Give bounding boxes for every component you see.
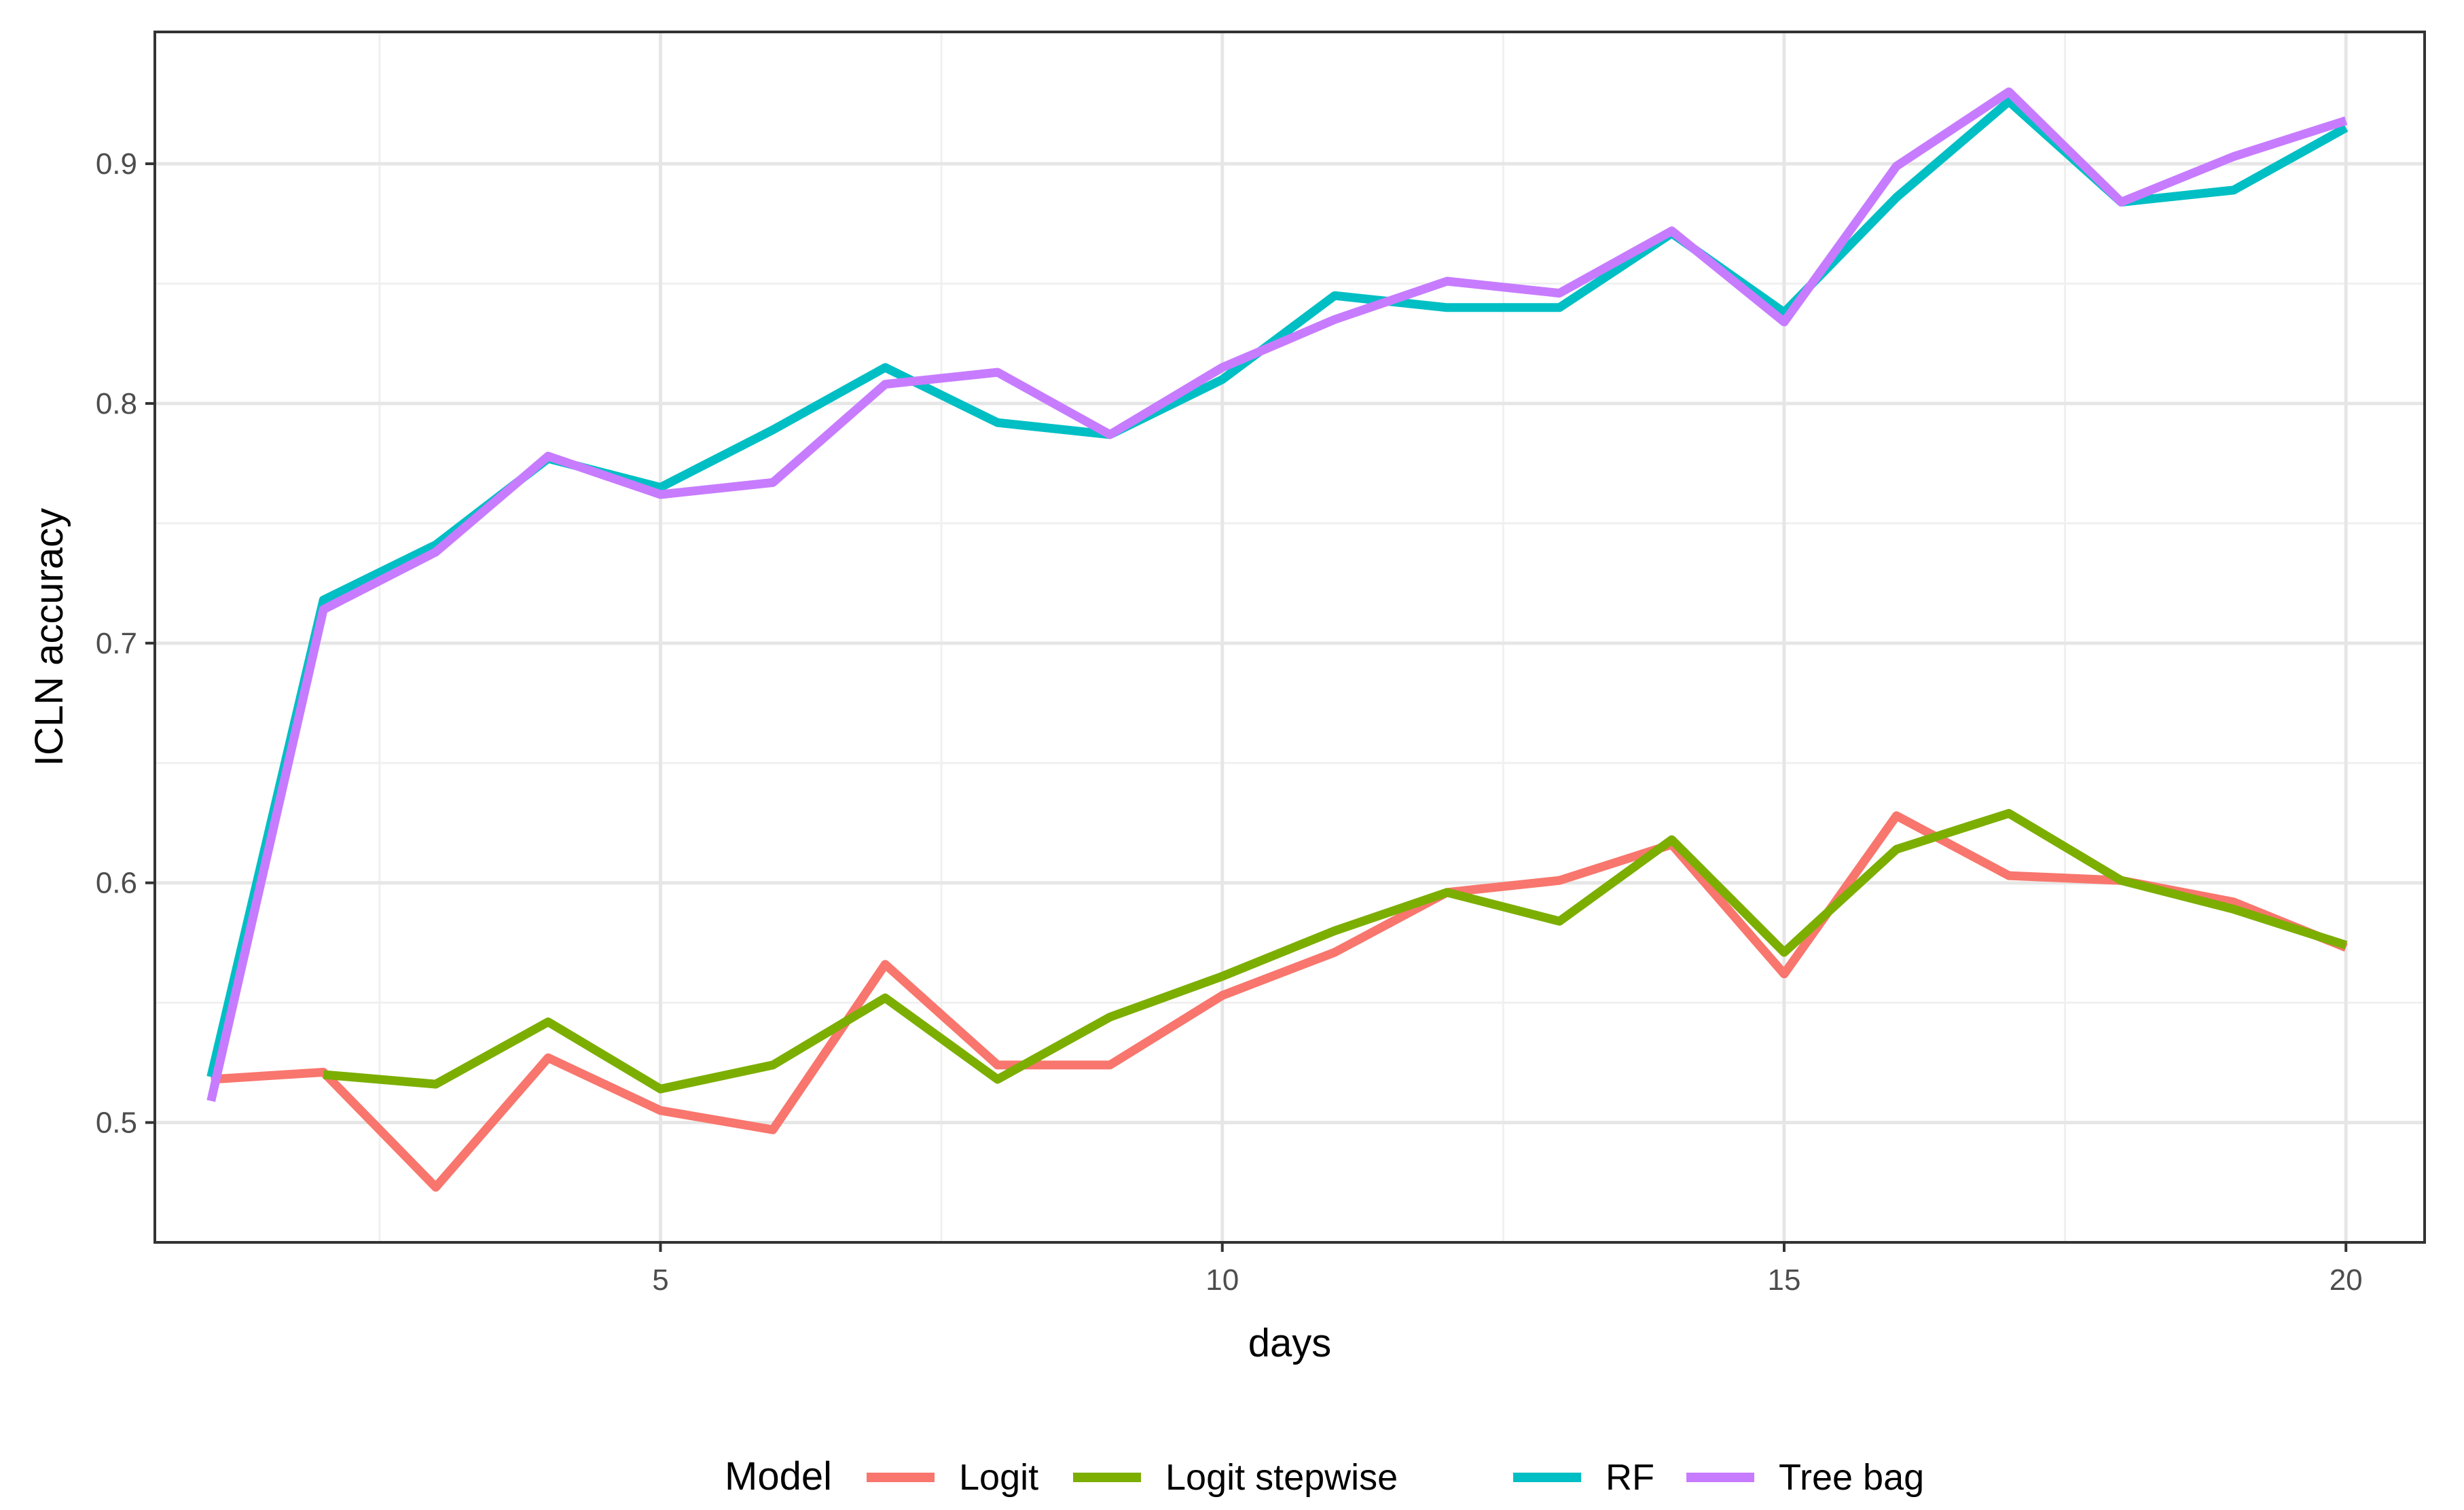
- y-tick-label: 0.5: [96, 1107, 137, 1140]
- major-gridlines: [155, 32, 2425, 1242]
- y-tick-label: 0.6: [96, 867, 137, 900]
- y-tick-label: 0.9: [96, 147, 137, 181]
- series-line-logit-stepwise: [323, 808, 2348, 1094]
- y-axis-title: ICLN accuracy: [27, 508, 71, 766]
- legend-label-rf: RF: [1606, 1457, 1654, 1498]
- legend-title: Model: [725, 1454, 832, 1498]
- x-axis-title: days: [1248, 1321, 1332, 1365]
- minor-gridlines: [155, 32, 2425, 1242]
- x-tick-label: 20: [2330, 1263, 2363, 1297]
- x-tick-label: 5: [652, 1263, 668, 1297]
- legend-label-tree-bag: Tree bag: [1779, 1457, 1924, 1498]
- y-axis-ticks: 0.5 0.6 0.7 0.8 0.9: [96, 147, 155, 1140]
- x-tick-label: 10: [1206, 1263, 1239, 1297]
- legend-label-logit: Logit: [959, 1457, 1038, 1498]
- plot-panel-border: [153, 31, 2426, 1244]
- y-tick-label: 0.8: [96, 387, 137, 420]
- x-tick-label: 15: [1767, 1263, 1800, 1297]
- series-line-tree-bag: [206, 87, 2348, 1102]
- series-lines: [206, 87, 2349, 1192]
- legend: Model Logit Logit stepwise RF Tree bag: [725, 1454, 1924, 1498]
- series-line-logit: [211, 811, 2348, 1192]
- legend-label-logit-stepwise: Logit stepwise: [1165, 1457, 1398, 1498]
- x-axis-ticks: 5 10 15 20: [652, 1242, 2363, 1297]
- y-tick-label: 0.7: [96, 627, 137, 660]
